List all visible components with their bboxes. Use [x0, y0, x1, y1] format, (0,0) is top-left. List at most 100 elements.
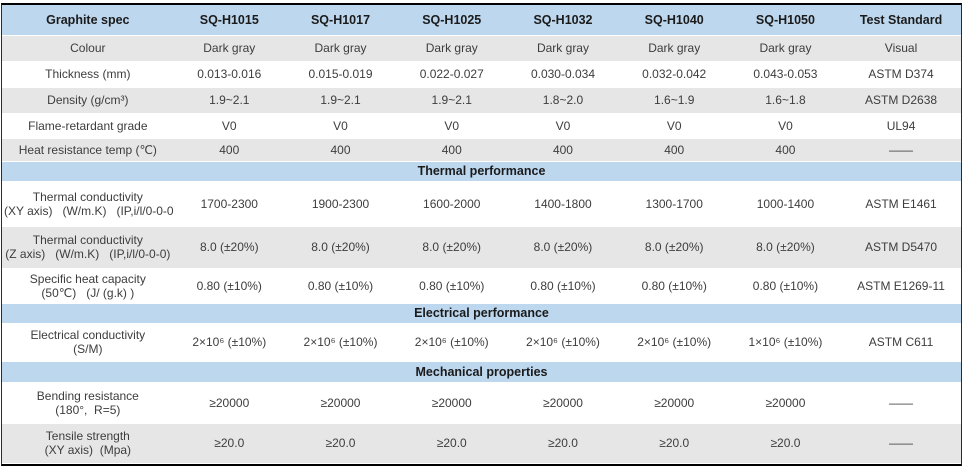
column-header-test-standard: Test Standard	[841, 5, 961, 36]
spec-value-cell: ≥20.0	[396, 423, 508, 464]
test-standard-cell: ASTM D2638	[841, 87, 961, 114]
spec-value-cell: ≥20.0	[284, 423, 397, 464]
spec-value-cell: 0.80 (±10%)	[729, 268, 842, 304]
test-standard-cell: ASTM D374	[841, 61, 961, 88]
spec-value-cell: ≥20.0	[729, 423, 842, 464]
spec-value-cell: 1.9~2.1	[396, 87, 508, 114]
graphite-spec-table: Graphite spec SQ-H1015 SQ-H1017 SQ-H1025…	[2, 5, 961, 464]
row-label-text: Thermal conductivity	[32, 189, 143, 204]
section-mechanical-properties: Mechanical properties	[2, 361, 961, 383]
spec-value-cell: 0.043-0.053	[729, 61, 842, 88]
test-standard-cell: ——	[841, 138, 961, 162]
spec-value-cell: 400	[618, 138, 730, 162]
spec-value-cell: 1×10⁶ (±10%)	[729, 323, 842, 362]
spec-value-cell: Dark gray	[284, 35, 397, 62]
column-header-model-3: SQ-H1025	[396, 5, 508, 36]
row-label-text: Electrical conductivity	[30, 328, 146, 342]
spec-value-cell: 1.6~1.8	[729, 87, 842, 114]
spec-value-cell: 1600-2000	[396, 181, 508, 227]
spec-row-label: Tensile strength (XY axis) (Mpa)	[2, 423, 174, 464]
spec-value-cell: 0.032-0.042	[618, 61, 730, 88]
spec-value-cell: 0.013-0.016	[173, 61, 285, 88]
spec-value-cell: ≥20000	[396, 382, 508, 424]
spec-row-label: Bending resistance (180°, R=5)	[2, 382, 174, 424]
row-label-text: Flame-retardant grade	[28, 118, 148, 133]
column-header-model-5: SQ-H1040	[618, 5, 730, 36]
test-standard-cell: ——	[841, 423, 961, 464]
spec-value-cell: V0	[173, 113, 285, 139]
spec-value-cell: 400	[729, 138, 842, 162]
row-label-sub: (S/M)	[73, 342, 103, 356]
spec-value-cell: ≥20000	[729, 382, 842, 424]
spec-row-label: Thermal conductivity (Z axis) (W/m.K) (IP…	[2, 226, 174, 269]
spec-value-cell: 0.80 (±10%)	[618, 268, 730, 304]
graphite-spec-table-wrap: Graphite spec SQ-H1015 SQ-H1017 SQ-H1025…	[1, 3, 962, 466]
test-standard-cell: ASTM D5470	[841, 226, 961, 269]
spec-value-cell: 1000-1400	[729, 181, 842, 227]
spec-value-cell: 1700-2300	[173, 181, 285, 227]
row-label-sub: (Z axis) (W/m.K) (IP,i/l/0-0-0)	[5, 247, 171, 261]
spec-value-cell: Dark gray	[618, 35, 730, 62]
test-standard-cell: ——	[841, 382, 961, 424]
spec-value-cell: V0	[729, 113, 842, 139]
test-standard-cell: Visual	[841, 35, 961, 62]
spec-row-label: Specific heat capacity (50℃) (J/ (g.k) )	[2, 268, 174, 304]
test-standard-cell: UL94	[841, 113, 961, 139]
spec-value-cell: 0.015-0.019	[284, 61, 397, 88]
section-electrical-performance: Electrical performance	[2, 303, 961, 324]
spec-value-cell: 0.80 (±10%)	[284, 268, 397, 304]
spec-value-cell: 1.9~2.1	[284, 87, 397, 114]
row-flame-retardant: Flame-retardant grade V0 V0 V0 V0 V0 V0 …	[2, 113, 961, 139]
row-label-text: Colour	[70, 41, 106, 55]
spec-value-cell: V0	[284, 113, 397, 139]
spec-value-cell: 1300-1700	[618, 181, 730, 227]
row-label-sub: (180°, R=5)	[55, 402, 121, 417]
spec-value-cell: 0.022-0.027	[396, 61, 508, 88]
spec-value-cell: Dark gray	[729, 35, 842, 62]
section-thermal-performance: Thermal performance	[2, 161, 961, 182]
spec-value-cell: 8.0 (±20%)	[618, 226, 730, 269]
column-header-model-4: SQ-H1032	[507, 5, 619, 36]
spec-value-cell: 8.0 (±20%)	[284, 226, 397, 269]
section-header: Electrical performance	[2, 303, 961, 324]
spec-value-cell: Dark gray	[173, 35, 285, 62]
spec-value-cell: ≥20.0	[173, 423, 285, 464]
spec-value-cell: V0	[618, 113, 730, 139]
column-header-spec: Graphite spec	[2, 5, 174, 36]
row-thickness: Thickness (mm) 0.013-0.016 0.015-0.019 0…	[2, 61, 961, 88]
spec-value-cell: V0	[507, 113, 619, 139]
row-label-text: Tensile strength	[45, 429, 130, 443]
spec-value-cell: ≥20000	[507, 382, 619, 424]
row-label-sub: (XY axis) (W/m.K) (IP,i/l/0-0-0)	[4, 203, 174, 218]
row-label-text: Thickness (mm)	[45, 67, 131, 81]
row-bending-resistance: Bending resistance (180°, R=5) ≥20000 ≥20…	[2, 382, 961, 424]
row-label-text: Density (g/cm³)	[47, 93, 129, 107]
row-label-text: Thermal conductivity	[32, 233, 143, 247]
row-thermal-conductivity-xy: Thermal conductivity (XY axis) (W/m.K) (I…	[2, 181, 961, 227]
spec-row-label: Thickness (mm)	[2, 61, 174, 88]
spec-value-cell: Dark gray	[396, 35, 508, 62]
row-electrical-conductivity: Electrical conductivity (S/M) 2×10⁶ (±10%…	[2, 323, 961, 362]
row-specific-heat-capacity: Specific heat capacity (50℃) (J/ (g.k) ) …	[2, 268, 961, 304]
spec-value-cell: 1.6~1.9	[618, 87, 730, 114]
spec-value-cell: 8.0 (±20%)	[173, 226, 285, 269]
spec-value-cell: 2×10⁶ (±10%)	[618, 323, 730, 362]
spec-value-cell: ≥20000	[173, 382, 285, 424]
spec-value-cell: 1400-1800	[507, 181, 619, 227]
column-header-model-6: SQ-H1050	[729, 5, 842, 36]
spec-value-cell: 1900-2300	[284, 181, 397, 227]
test-standard-cell: ASTM E1461	[841, 181, 961, 227]
spec-value-cell: 1.8~2.0	[507, 87, 619, 114]
row-label-text: Bending resistance	[36, 388, 139, 403]
row-tensile-strength: Tensile strength (XY axis) (Mpa) ≥20.0 ≥2…	[2, 423, 961, 464]
row-label-sub: (50℃) (J/ (g.k) )	[41, 285, 135, 300]
row-density: Density (g/cm³) 1.9~2.1 1.9~2.1 1.9~2.1 …	[2, 87, 961, 114]
row-heat-resistance: Heat resistance temp (℃) 400 400 400 400…	[2, 138, 961, 162]
spec-value-cell: 2×10⁶ (±10%)	[173, 323, 285, 362]
spec-value-cell: 0.80 (±10%)	[173, 268, 285, 304]
spec-value-cell: 0.030-0.034	[507, 61, 619, 88]
spec-value-cell: ≥20000	[618, 382, 730, 424]
spec-value-cell: 1.9~2.1	[173, 87, 285, 114]
spec-row-label: Heat resistance temp (℃)	[2, 138, 174, 162]
